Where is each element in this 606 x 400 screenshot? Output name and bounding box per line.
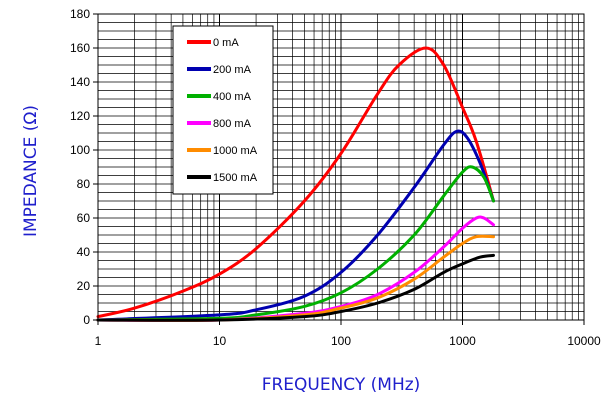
legend-label-0-ma: 0 mA (213, 37, 239, 49)
y-tick-label: 20 (77, 279, 91, 293)
legend-label-800-ma: 800 mA (213, 118, 252, 130)
legend-label-1000-ma: 1000 mA (213, 145, 258, 157)
x-tick-label: 10 (213, 334, 227, 348)
legend-label-200-ma: 200 mA (213, 64, 252, 76)
y-axis-ticks: 0 20 40 60 80 100 120 140 160 180 (70, 7, 98, 327)
series-line-0-ma (96, 46, 495, 319)
legend-label-1500-ma: 1500 mA (213, 172, 258, 184)
y-tick-label: 80 (77, 177, 91, 191)
legend-box (172, 25, 274, 195)
x-axis-ticks: 1 10 100 1000 10000 (95, 320, 601, 348)
y-tick-label: 40 (77, 245, 91, 259)
legend-label-400-ma: 400 mA (213, 91, 252, 103)
y-tick-label: 0 (83, 313, 90, 327)
y-tick-label: 120 (70, 109, 90, 123)
series-line-200-ma (96, 129, 495, 322)
plot-area (96, 13, 585, 322)
y-tick-label: 100 (70, 143, 90, 157)
x-tick-label: 1 (95, 334, 102, 348)
x-tick-label: 1000 (449, 334, 476, 348)
legend: 0 mA 200 mA 400 mA 800 mA 1000 mA 1500 mA (172, 25, 274, 195)
y-tick-label: 60 (77, 211, 91, 225)
y-axis-title: IMPEDANCE (Ω) (21, 105, 41, 237)
y-tick-label: 160 (70, 41, 90, 55)
x-tick-label: 100 (331, 334, 351, 348)
x-axis-title: FREQUENCY (MHz) (262, 375, 421, 395)
y-tick-label: 140 (70, 75, 90, 89)
x-tick-label: 10000 (567, 334, 601, 348)
y-tick-label: 180 (70, 7, 90, 21)
series-line-400-ma (96, 165, 495, 322)
